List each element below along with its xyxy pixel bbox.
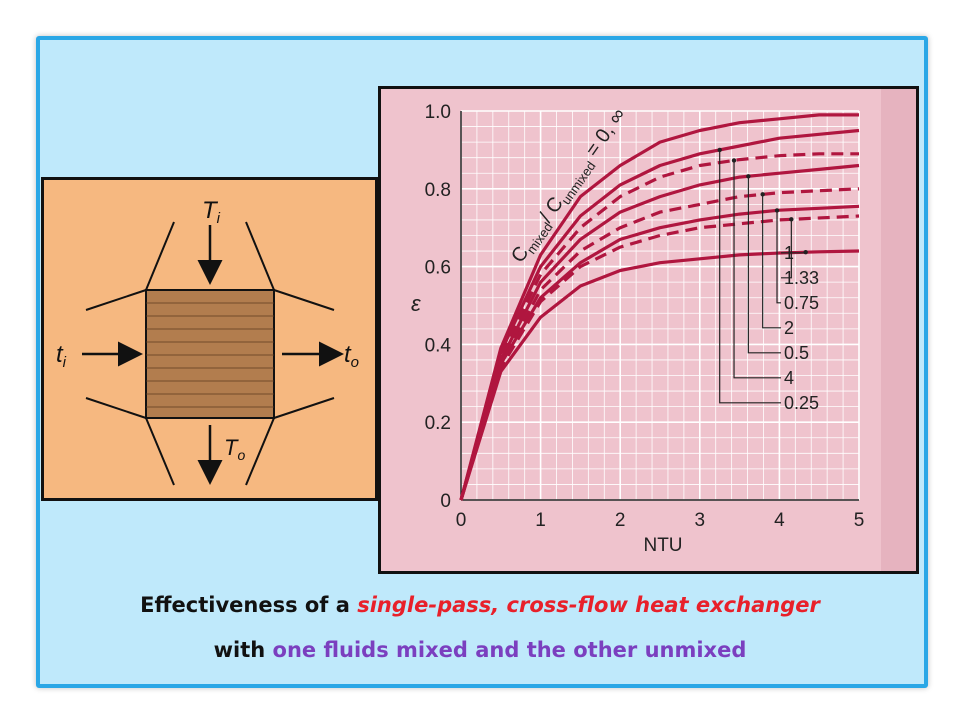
series-label: 0.25 [784,393,819,413]
caption-highlight-red: single-pass, cross-flow heat exchanger [357,593,820,617]
series-line [459,128,860,501]
series-line [459,187,860,501]
y-tick-label: 0 [440,491,451,512]
caption-line-2: with one fluids mixed and the other unmi… [0,638,960,662]
leader-line [762,194,781,329]
x-axis-label: NTU [643,535,682,556]
y-tick-label: 0.8 [425,180,451,201]
x-tick-label: 4 [774,510,785,531]
caption-text: with [213,638,273,662]
x-tick-label: 1 [535,510,546,531]
leader-line [776,210,781,304]
core-fins [146,302,274,408]
series-label: 4 [784,368,794,388]
exchanger-core [145,289,275,419]
cold-out-label: to [344,341,359,371]
y-tick-label: 0.4 [425,335,452,356]
x-tick-label: 3 [695,510,706,531]
header-lines [85,221,335,486]
effectiveness-chart: 0 1 2 3 4 5 0 0.2 0.4 0.6 0.8 1.0 1 1.33 0.75 2 0.5 4 0.25… [378,86,919,574]
series-label: 0.75 [784,293,819,313]
x-tick-label: 5 [854,510,865,531]
x-tick-label: 0 [456,510,467,531]
series-line [459,163,860,501]
leader-line [781,252,807,254]
chart-labels: 0 1 2 3 4 5 0 0.2 0.4 0.6 0.8 1.0 1 1.33 0.75 2 0.5 4 0.25 [425,102,865,531]
hot-in-label: Ti [202,197,221,227]
leader-line [781,219,792,279]
crossflow-diagram: Ti To ti to [41,177,378,501]
series-label: 0.5 [784,343,809,363]
series-line [459,152,859,501]
series-label: 2 [784,318,794,338]
page-edge-shade [881,89,916,571]
series-label: 1.33 [784,268,819,288]
effectiveness-chart-svg: 0 1 2 3 4 5 0 0.2 0.4 0.6 0.8 1.0 1 1.33 0.75 2 0.5 4 0.25… [381,89,916,571]
series-label: 1 [784,243,794,263]
y-tick-label: 1.0 [425,102,451,123]
x-tick-label: 2 [615,510,626,531]
hot-out-label: To [224,435,245,463]
leader-line [719,149,781,404]
cold-in-label: ti [56,341,67,371]
chart-axes [460,111,859,501]
caption-text: Effectiveness of a [140,593,358,617]
leader-line [747,176,781,354]
caption-highlight-purple: one fluids mixed and the other unmixed [272,638,747,662]
caption-line-1: Effectiveness of a single-pass, cross-fl… [0,593,960,617]
leader-line [733,160,781,379]
series-line [459,113,859,501]
y-axis-label: ε [411,291,421,316]
chart-curves [459,113,860,501]
leader-dot [717,147,722,153]
y-tick-label: 0.2 [425,413,451,434]
y-tick-label: 0.6 [425,258,451,279]
crossflow-diagram-svg: Ti To ti to [56,197,359,486]
series-line [459,204,860,501]
